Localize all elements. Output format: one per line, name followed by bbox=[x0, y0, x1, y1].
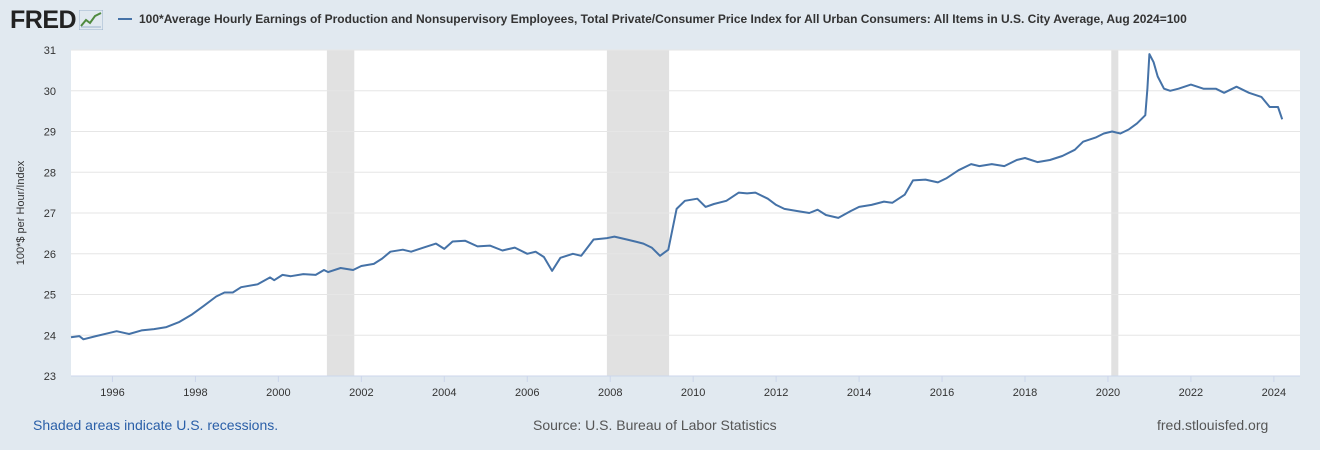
x-tick-label-2020: 2020 bbox=[1096, 387, 1120, 399]
x-tick-label-1996: 1996 bbox=[100, 387, 124, 399]
y-axis: 23 24 25 26 27 28 29 30 31 bbox=[44, 45, 56, 383]
x-tick-label-2010: 2010 bbox=[681, 387, 705, 399]
fred-logo-text: FRED bbox=[10, 6, 77, 34]
y-tick-label-25: 25 bbox=[44, 290, 56, 302]
x-axis: 1996 1998 2000 2002 2004 2006 2008 2010 2012 2014… bbox=[71, 375, 1300, 399]
y-tick-label-24: 24 bbox=[44, 330, 56, 342]
x-tick-label-2016: 2016 bbox=[930, 387, 954, 399]
x-tick-label-2006: 2006 bbox=[515, 387, 539, 399]
x-tick-label-2002: 2002 bbox=[349, 387, 373, 399]
fred-logo[interactable]: FRED bbox=[10, 6, 104, 34]
x-tick-label-2004: 2004 bbox=[432, 387, 456, 399]
x-tick-label-2000: 2000 bbox=[266, 387, 290, 399]
site-link[interactable]: fred.stlouisfed.org bbox=[1157, 417, 1269, 433]
y-tick-label-27: 27 bbox=[44, 208, 56, 220]
x-tick-label-2008: 2008 bbox=[598, 387, 622, 399]
x-tick-label-2022: 2022 bbox=[1179, 387, 1203, 399]
y-axis-label: 100*$ per Hour/Index bbox=[15, 160, 27, 265]
y-tick-label-28: 28 bbox=[44, 167, 56, 179]
y-tick-label-23: 23 bbox=[44, 371, 56, 383]
fred-logo-graph-icon bbox=[79, 10, 104, 30]
x-tick-label-2014: 2014 bbox=[847, 387, 871, 399]
legend-swatch bbox=[118, 18, 132, 20]
y-tick-label-31: 31 bbox=[44, 45, 56, 57]
chart-header: FRED 100*Average Hourly Earnings of Prod… bbox=[0, 0, 1320, 40]
gridlines bbox=[71, 49, 1300, 336]
x-tick-label-2024: 2024 bbox=[1262, 387, 1286, 399]
recession-note-link[interactable]: Shaded areas indicate U.S. recessions. bbox=[33, 417, 279, 433]
y-tick-label-26: 26 bbox=[44, 249, 56, 261]
source-note: Source: U.S. Bureau of Labor Statistics bbox=[533, 417, 777, 433]
series-line-real-earnings[interactable] bbox=[70, 53, 1284, 341]
chart-legend: 100*Average Hourly Earnings of Productio… bbox=[118, 12, 1187, 26]
legend-label: 100*Average Hourly Earnings of Productio… bbox=[139, 12, 1187, 26]
y-tick-label-29: 29 bbox=[44, 127, 56, 139]
y-tick-label-30: 30 bbox=[44, 86, 56, 98]
x-tick-label-2012: 2012 bbox=[764, 387, 788, 399]
x-tick-label-1998: 1998 bbox=[183, 387, 207, 399]
x-tick-label-2018: 2018 bbox=[1013, 387, 1037, 399]
